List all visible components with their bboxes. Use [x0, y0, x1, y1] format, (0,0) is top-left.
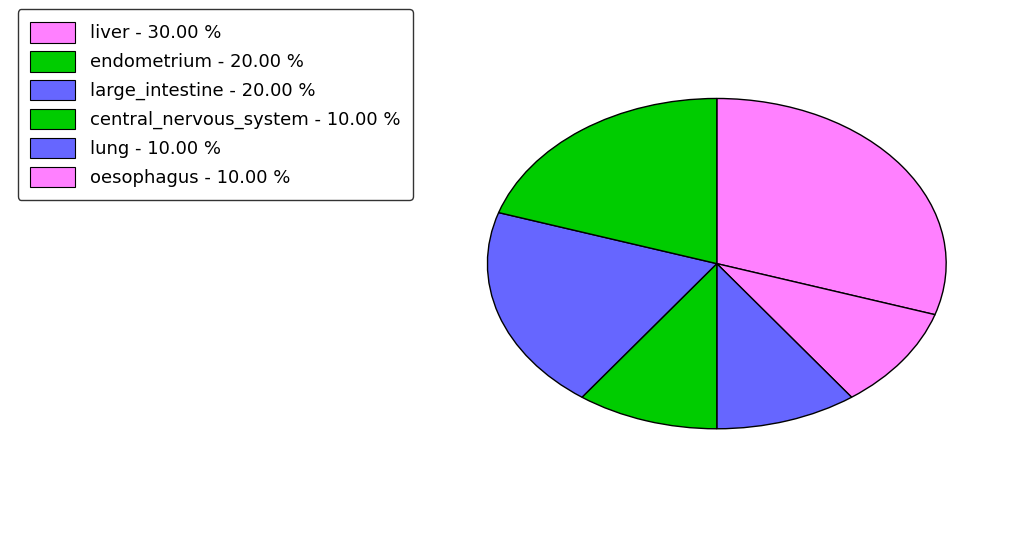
Wedge shape	[717, 98, 946, 315]
Wedge shape	[582, 264, 717, 429]
Wedge shape	[487, 213, 717, 397]
Wedge shape	[717, 264, 852, 429]
Wedge shape	[499, 98, 717, 264]
Legend: liver - 30.00 %, endometrium - 20.00 %, large_intestine - 20.00 %, central_nervo: liver - 30.00 %, endometrium - 20.00 %, …	[17, 9, 413, 200]
Wedge shape	[717, 264, 935, 397]
